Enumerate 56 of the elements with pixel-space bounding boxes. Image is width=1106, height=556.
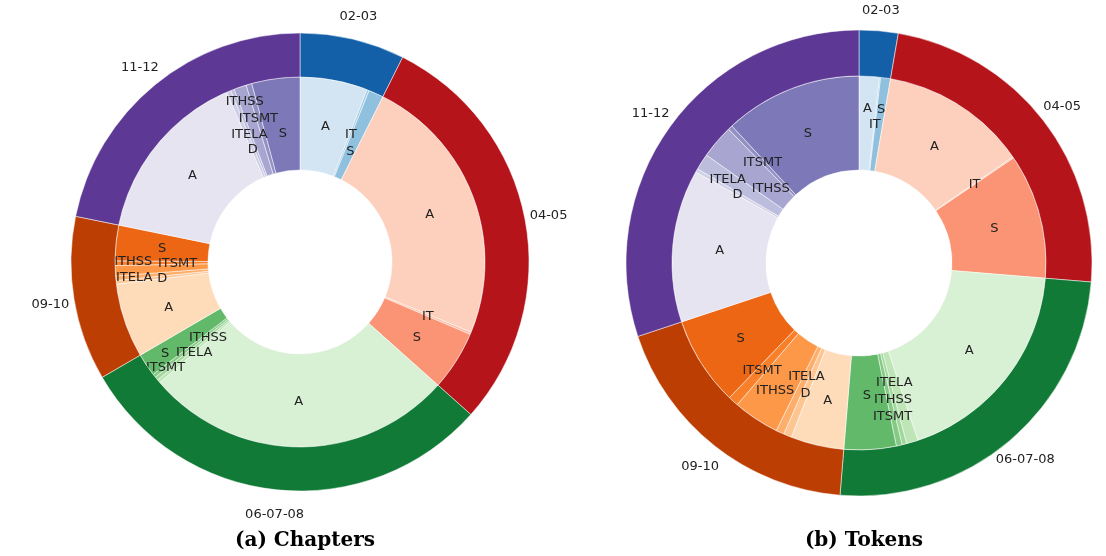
slice-label: ITELA: [876, 374, 913, 390]
slice-label: 06-07-08: [245, 506, 305, 522]
text: (b) Tokens: [804, 527, 924, 551]
slice-label: S: [803, 125, 812, 141]
slice-label: A: [188, 167, 197, 183]
slice-label: IT: [421, 307, 434, 323]
slice-label: 02-03: [339, 8, 378, 24]
slice-label: 04-05: [529, 207, 568, 223]
slice-label: 02-03: [861, 1, 900, 17]
slice-label: ITELA: [115, 269, 153, 285]
slice-label: ITELA: [709, 171, 747, 187]
slice-label: ITHSS: [225, 93, 264, 109]
slice-label: 04-05: [1043, 97, 1081, 113]
slice-label: A: [964, 342, 974, 357]
slice-label: D: [732, 186, 743, 202]
slice-label: ITSMT: [238, 109, 279, 125]
slice-label: 11-12: [121, 58, 159, 74]
slice-label: IT: [968, 176, 981, 192]
slice-label: ITELA: [788, 367, 825, 383]
slice-label: A: [425, 205, 435, 221]
slice-label: S: [877, 101, 886, 117]
slice-label: A: [164, 298, 174, 314]
slice-label: 06-07-08: [995, 451, 1055, 467]
slice-label: IT: [868, 116, 881, 132]
slice-label: D: [247, 141, 258, 157]
slice-label: S: [158, 240, 167, 256]
slice-label: S: [862, 387, 872, 403]
slice-label: 09-10: [681, 457, 720, 473]
slice-label: ITSMT: [146, 359, 186, 375]
slice-label: ITSMT: [157, 255, 198, 271]
slice-label: IT: [345, 125, 357, 141]
slice-label: ITSMT: [742, 154, 783, 170]
slice-label: ITHSS: [756, 382, 795, 398]
slice-label: A: [715, 242, 725, 258]
slice-label: A: [929, 137, 939, 153]
slice-label: S: [412, 328, 422, 344]
slice-label: ITHSS: [873, 391, 912, 407]
slice-label: ITELA: [231, 125, 268, 141]
slice-label: D: [157, 269, 168, 285]
slice-label: A: [321, 118, 331, 134]
slice-label: S: [160, 344, 170, 360]
slice-label: S: [346, 142, 355, 158]
slice-label: ITHSS: [751, 180, 790, 196]
slice-label: D: [800, 384, 811, 400]
slice-label: A: [294, 392, 304, 408]
slice-label: A: [823, 391, 833, 407]
slice-label: S: [278, 125, 287, 141]
slice-label: A: [863, 99, 873, 115]
slice-label: ITHSS: [188, 329, 228, 345]
slice-label: S: [990, 219, 999, 235]
slice-label: S: [736, 330, 745, 346]
slice-label: 11-12: [631, 105, 670, 121]
slice-label: 09-10: [31, 295, 70, 311]
text: (a) Chapters: [234, 527, 375, 551]
slice-label: ITHSS: [114, 253, 153, 269]
slice-label: ITSMT: [872, 407, 913, 423]
